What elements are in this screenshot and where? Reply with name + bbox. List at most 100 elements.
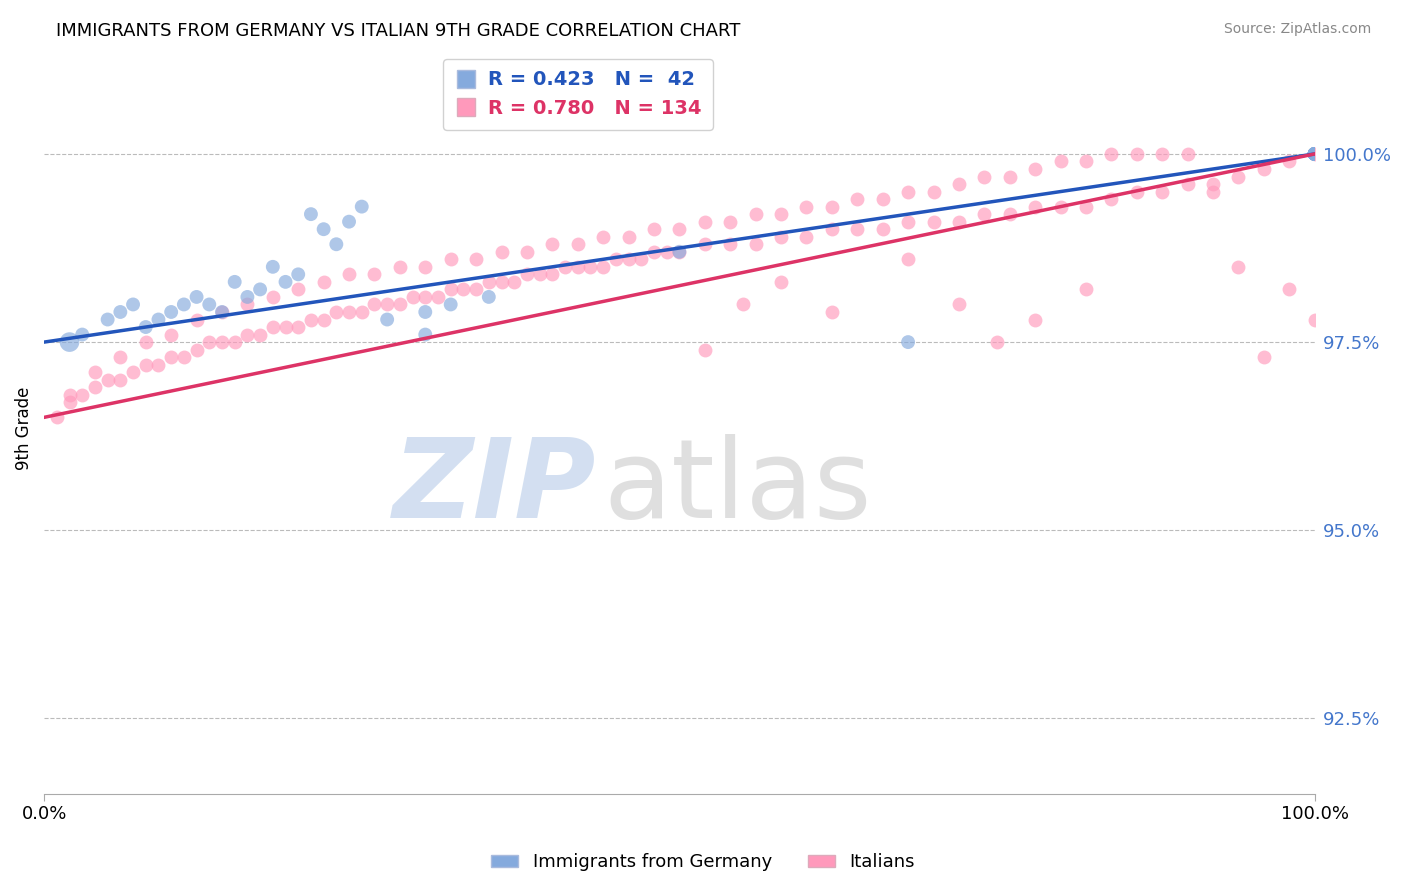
Point xyxy=(821,200,844,214)
Point xyxy=(262,260,284,274)
Point xyxy=(516,268,538,282)
Point xyxy=(453,282,475,296)
Legend: Immigrants from Germany, Italians: Immigrants from Germany, Italians xyxy=(484,847,922,879)
Point xyxy=(821,222,844,236)
Point xyxy=(630,252,652,267)
Point xyxy=(312,312,335,326)
Point xyxy=(236,290,259,304)
Point xyxy=(198,297,221,311)
Point xyxy=(135,320,157,334)
Point xyxy=(262,290,284,304)
Point xyxy=(846,192,869,206)
Point xyxy=(122,297,145,311)
Point xyxy=(1303,147,1326,161)
Point xyxy=(249,282,271,296)
Point xyxy=(262,320,284,334)
Point xyxy=(693,215,716,229)
Point xyxy=(186,290,208,304)
Point xyxy=(122,365,145,379)
Point xyxy=(299,207,322,221)
Point xyxy=(224,335,246,350)
Point xyxy=(1303,147,1326,161)
Point xyxy=(770,207,793,221)
Point xyxy=(70,327,93,342)
Point xyxy=(617,252,640,267)
Point xyxy=(186,312,208,326)
Point xyxy=(1024,312,1046,326)
Point xyxy=(1303,147,1326,161)
Point xyxy=(872,192,894,206)
Point xyxy=(948,297,970,311)
Point xyxy=(1152,185,1174,199)
Point xyxy=(198,335,221,350)
Point xyxy=(1303,147,1326,161)
Point xyxy=(1049,200,1071,214)
Point xyxy=(58,335,80,350)
Point xyxy=(337,268,360,282)
Point xyxy=(1202,177,1225,191)
Point xyxy=(770,275,793,289)
Point xyxy=(337,305,360,319)
Point xyxy=(529,268,551,282)
Point xyxy=(274,320,297,334)
Point xyxy=(440,297,463,311)
Point xyxy=(110,373,132,387)
Point xyxy=(173,350,195,364)
Point xyxy=(413,327,436,342)
Point xyxy=(1303,147,1326,161)
Point xyxy=(211,305,233,319)
Point xyxy=(388,297,411,311)
Point xyxy=(1024,161,1046,176)
Point xyxy=(1303,147,1326,161)
Point xyxy=(1303,147,1326,161)
Text: ZIP: ZIP xyxy=(394,434,596,541)
Point xyxy=(440,252,463,267)
Point xyxy=(413,290,436,304)
Point xyxy=(1024,200,1046,214)
Point xyxy=(363,297,385,311)
Point xyxy=(160,350,183,364)
Point xyxy=(58,395,80,409)
Point xyxy=(186,343,208,357)
Point xyxy=(948,177,970,191)
Point xyxy=(325,237,347,252)
Point xyxy=(579,260,602,274)
Point xyxy=(148,358,170,372)
Point xyxy=(211,305,233,319)
Point xyxy=(1278,154,1301,169)
Point xyxy=(592,229,614,244)
Point xyxy=(718,237,741,252)
Point xyxy=(135,358,157,372)
Point xyxy=(1253,161,1275,176)
Point xyxy=(312,222,335,236)
Point xyxy=(897,335,920,350)
Point xyxy=(1303,312,1326,326)
Point xyxy=(58,388,80,402)
Point xyxy=(592,260,614,274)
Point xyxy=(135,335,157,350)
Point xyxy=(973,169,995,184)
Point xyxy=(693,237,716,252)
Point xyxy=(1074,200,1097,214)
Point xyxy=(1152,147,1174,161)
Point xyxy=(973,207,995,221)
Point xyxy=(668,244,690,259)
Point xyxy=(1126,185,1149,199)
Point xyxy=(998,207,1021,221)
Point xyxy=(718,215,741,229)
Point xyxy=(97,373,120,387)
Point xyxy=(350,200,373,214)
Point xyxy=(287,320,309,334)
Point xyxy=(465,252,488,267)
Point xyxy=(1253,350,1275,364)
Point xyxy=(70,388,93,402)
Point xyxy=(491,275,513,289)
Point xyxy=(541,268,564,282)
Text: Source: ZipAtlas.com: Source: ZipAtlas.com xyxy=(1223,22,1371,37)
Text: IMMIGRANTS FROM GERMANY VS ITALIAN 9TH GRADE CORRELATION CHART: IMMIGRANTS FROM GERMANY VS ITALIAN 9TH G… xyxy=(56,22,741,40)
Point xyxy=(224,275,246,289)
Point xyxy=(948,215,970,229)
Point xyxy=(491,244,513,259)
Point xyxy=(668,222,690,236)
Point xyxy=(897,252,920,267)
